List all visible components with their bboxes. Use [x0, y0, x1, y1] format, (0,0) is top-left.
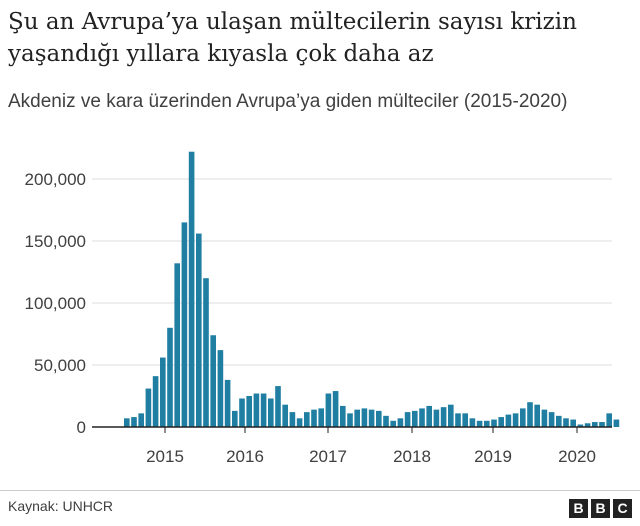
y-axis-labels: 0 50,000 100,000 150,000 200,000: [25, 170, 86, 437]
bar: [613, 419, 620, 427]
bar: [383, 415, 389, 427]
bar: [174, 263, 180, 427]
bar: [296, 418, 303, 427]
bar: [181, 222, 188, 427]
bar: [232, 410, 238, 427]
x-tick-label: 2018: [393, 447, 431, 466]
y-tick-label: 200,000: [25, 170, 86, 189]
bar: [404, 412, 411, 427]
bar: [210, 335, 216, 427]
bar: [239, 398, 245, 427]
bar: [152, 376, 159, 427]
bar: [563, 418, 569, 427]
bar: [462, 413, 468, 427]
bar: [440, 407, 447, 427]
bar: [541, 409, 548, 427]
bar: [167, 327, 173, 427]
bar: [390, 420, 396, 427]
bar: [498, 417, 504, 427]
bar: [505, 414, 512, 427]
source-note: Kaynak: UNHCR: [8, 498, 114, 514]
bar: [577, 424, 584, 427]
bar: [318, 408, 324, 427]
bar: [426, 405, 432, 427]
bar: [217, 350, 224, 427]
x-tick-label: 2020: [558, 447, 596, 466]
x-tick-label: 2019: [474, 447, 512, 466]
x-tick-label: 2016: [226, 447, 264, 466]
bar: [354, 409, 360, 427]
bar: [592, 422, 598, 427]
bar: [131, 417, 137, 427]
bar: [448, 404, 454, 427]
bar: [527, 402, 533, 427]
bar: [311, 409, 317, 427]
bar: [491, 419, 497, 427]
chart-title: Şu an Avrupa’ya ulaşan mültecilerin sayı…: [8, 9, 577, 67]
bar: [260, 393, 267, 427]
bar: [606, 413, 612, 427]
bar: [253, 393, 260, 427]
bar: [188, 151, 195, 427]
bar: [224, 379, 231, 427]
x-tick-label: 2017: [309, 447, 347, 466]
bbc-logo: B B C: [569, 499, 632, 518]
bar: [275, 386, 281, 427]
bar: [419, 408, 425, 427]
bar: [476, 420, 483, 427]
bbc-logo-letter: B: [569, 499, 588, 518]
bar: [469, 418, 476, 427]
bar: [512, 413, 519, 427]
y-tick-label: 150,000: [25, 232, 86, 251]
bar: [397, 418, 404, 427]
bars: [124, 151, 620, 427]
bar: [304, 412, 310, 427]
x-tick-label: 2015: [146, 447, 184, 466]
bar: [412, 410, 418, 427]
bar: [455, 413, 461, 427]
bar: [282, 404, 288, 427]
bar: [584, 423, 591, 427]
bar: [484, 420, 490, 427]
bar: [145, 388, 152, 427]
bar: [347, 413, 353, 427]
bar: [534, 404, 540, 427]
y-tick-label: 0: [77, 418, 86, 437]
bar: [160, 357, 166, 427]
bar: [556, 415, 562, 427]
bar: [376, 410, 382, 427]
bar: [124, 418, 130, 427]
bbc-logo-letter: B: [591, 499, 610, 518]
y-tick-label: 100,000: [25, 294, 86, 313]
bbc-logo-letter: C: [613, 499, 632, 518]
bar: [433, 409, 440, 427]
bar: [289, 412, 296, 427]
bar: [138, 413, 144, 427]
y-tick-label: 50,000: [34, 356, 86, 375]
x-axis-labels: 2015 2016 2017 2018 2019 2020: [146, 427, 596, 466]
bar: [548, 412, 555, 427]
bar: [268, 398, 274, 427]
bar: [599, 422, 605, 427]
bar: [368, 409, 375, 427]
chart-subtitle: Akdeniz ve kara üzerinden Avrupa’ya gide…: [8, 91, 568, 112]
bar: [340, 405, 346, 427]
bar: [361, 408, 368, 427]
bar: [246, 396, 252, 427]
bar: [196, 233, 202, 427]
footer-divider: [0, 490, 640, 491]
bar: [570, 419, 576, 427]
bar: [203, 278, 209, 427]
bar: [332, 391, 339, 427]
bar: [325, 393, 332, 427]
bar: [520, 408, 526, 427]
